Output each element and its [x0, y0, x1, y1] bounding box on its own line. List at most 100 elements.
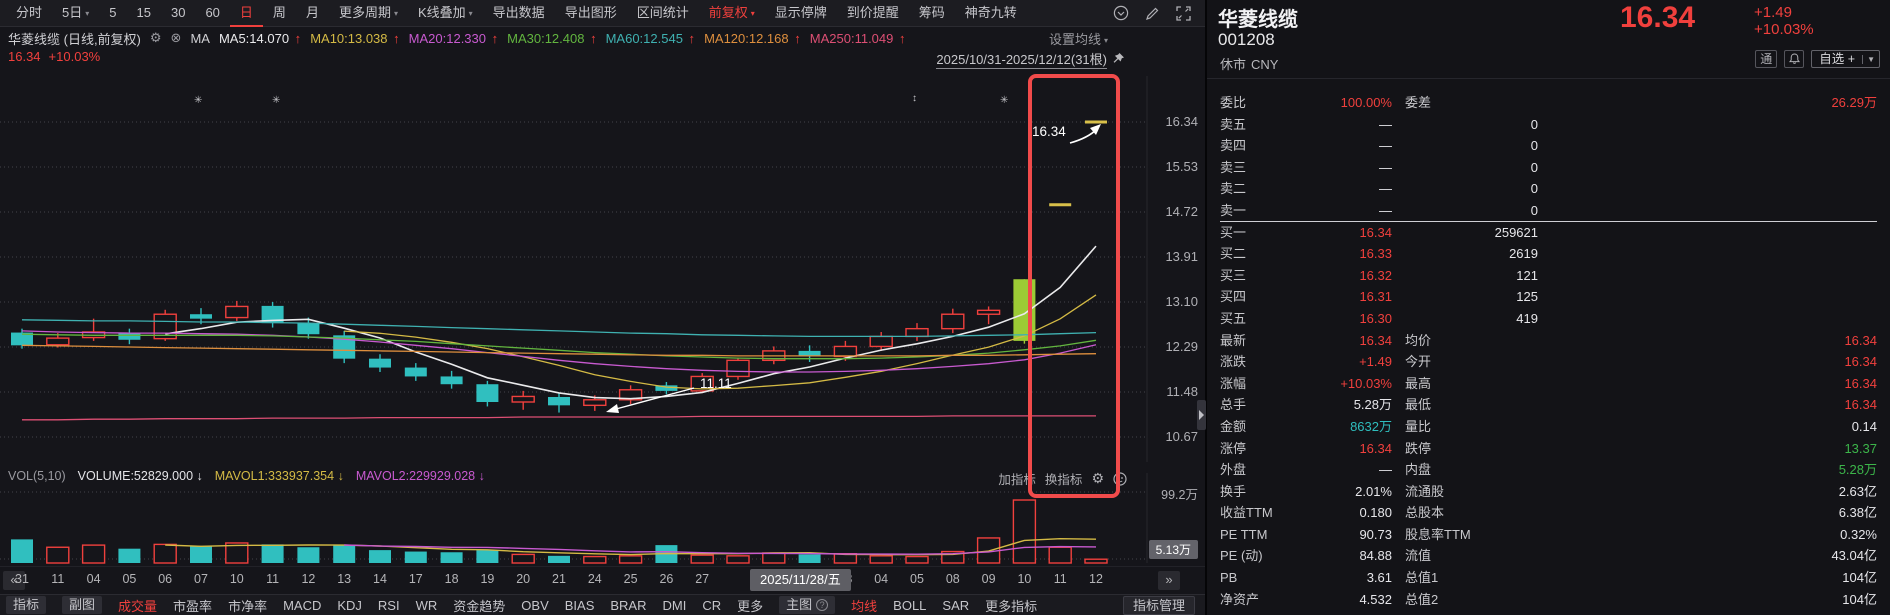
stat-row: PE (动) 84.88 流值 43.04亿 [1220, 545, 1877, 567]
order-book-row[interactable]: 买二 16.33 2619 [1220, 243, 1877, 265]
history-dropdown-icon[interactable] [1113, 5, 1129, 21]
mavol1-label: MAVOL1:333937.354 [214, 469, 335, 483]
toolbar-item-更多周期[interactable]: 更多周期 ▾ [338, 4, 398, 20]
stat-row: PB 3.61 总值1 104亿 [1220, 567, 1877, 589]
toolbar-item-5[interactable]: 5 [109, 4, 117, 20]
gear-icon[interactable]: ⚙ [149, 30, 162, 45]
order-book-row[interactable]: 卖五 — 0 [1220, 114, 1877, 136]
tab-SAR[interactable]: SAR [942, 597, 970, 613]
book-price: — [1379, 116, 1392, 132]
scroll-right-button[interactable]: » [1158, 571, 1180, 590]
toolbar-item-区间统计[interactable]: 区间统计 [636, 4, 689, 20]
tab-WR[interactable]: WR [415, 597, 438, 613]
date-range-label[interactable]: 2025/10/31-2025/12/12(31根) [936, 49, 1107, 69]
order-book-row[interactable]: 买四 16.31 125 [1220, 286, 1877, 308]
order-book-row[interactable]: 卖三 — 0 [1220, 157, 1877, 179]
alert-bell-button[interactable] [1784, 50, 1805, 68]
down-arrow-icon: ↓ [478, 469, 485, 483]
tab-BRAR[interactable]: BRAR [610, 597, 647, 613]
toolbar-item-显示停牌[interactable]: 显示停牌 [774, 4, 827, 20]
date-range[interactable]: 2025/10/31-2025/12/12(31根) [936, 49, 1125, 69]
stock-price: 16.34 [1620, 1, 1696, 34]
tab-资金趋势[interactable]: 资金趋势 [453, 598, 506, 614]
book-volume: 0 [1530, 159, 1538, 175]
up-arrow-icon: ↑ [895, 30, 906, 46]
tab-BOLL[interactable]: BOLL [893, 597, 927, 613]
indicator-manage-button[interactable]: 指标管理 [1122, 595, 1195, 615]
tab-MACD[interactable]: MACD [283, 597, 322, 613]
tab-RSI[interactable]: RSI [377, 597, 400, 613]
watchlist-dropdown[interactable]: ▼ [1862, 54, 1879, 64]
tab-市盈率[interactable]: 市盈率 [173, 598, 213, 614]
tab-BIAS[interactable]: BIAS [564, 597, 595, 613]
book-volume: 2619 [1509, 246, 1538, 262]
volume-value-label: VOLUME:52829.000 [77, 469, 194, 483]
stat-label: 委比 [1220, 95, 1247, 110]
toolbar-item-月[interactable]: 月 [305, 4, 319, 20]
tab-更多指标[interactable]: 更多指标 [985, 598, 1038, 614]
tab-DMI[interactable]: DMI [662, 597, 687, 613]
add-indicator-button[interactable]: 加指标 [998, 473, 1036, 487]
close-circle-icon[interactable]: ⊗ [170, 30, 182, 45]
toolbar-item-K线叠加[interactable]: K线叠加 ▾ [417, 4, 473, 20]
tab-主图[interactable]: 主图? [779, 596, 836, 614]
toolbar-item-导出数据[interactable]: 导出数据 [492, 4, 545, 20]
date-tick-label: 26 [659, 572, 674, 586]
draw-pencil-icon[interactable] [1145, 6, 1160, 21]
fullscreen-icon[interactable] [1176, 5, 1191, 21]
panel-collapse-handle[interactable] [1197, 400, 1206, 430]
order-book-row[interactable]: 卖一 — 0 [1220, 200, 1877, 222]
toolbar-item-30[interactable]: 30 [170, 4, 186, 20]
help-icon[interactable]: ? [816, 599, 829, 611]
quote-actions: 通 自选 + ▼ [1755, 50, 1880, 68]
candles-group [11, 120, 1107, 413]
toolbar-item-周[interactable]: 周 [272, 4, 286, 20]
order-book-row[interactable]: 买一 16.34 259621 [1220, 222, 1877, 244]
stat-label: 涨停 [1220, 440, 1247, 456]
ma-settings-button[interactable]: 设置均线 ▾ [1048, 32, 1108, 47]
toolbar-item-60[interactable]: 60 [205, 4, 220, 20]
watchlist-label[interactable]: 自选 + [1819, 52, 1856, 66]
tab-OBV[interactable]: OBV [521, 597, 549, 613]
candlestick-chart[interactable] [0, 66, 1205, 468]
date-tick-label: 18 [444, 572, 459, 586]
order-book-row[interactable]: 卖二 — 0 [1220, 178, 1877, 200]
tab-副图[interactable]: 副图 [62, 596, 103, 614]
toolbar-item-筹码[interactable]: 筹码 [918, 4, 945, 20]
tab-成交量[interactable]: 成交量 [118, 598, 158, 614]
stat-label: 内盘 [1405, 462, 1432, 478]
gear-icon[interactable]: ⚙ [1091, 470, 1104, 486]
toolbar-item-日[interactable]: 日 [229, 0, 263, 27]
order-book-row[interactable]: 买五 16.30 419 [1220, 308, 1877, 330]
tab-更多[interactable]: 更多 [737, 598, 764, 614]
stat-row: 委比 100.00% 委差 26.29万 [1220, 92, 1877, 114]
tab-指标[interactable]: 指标 [6, 596, 47, 614]
date-tick-label: 11 [51, 572, 65, 586]
toolbar-item-导出图形[interactable]: 导出图形 [564, 4, 617, 20]
date-tick-label: 31 [15, 572, 29, 586]
stat-row: 最新 16.34 均价 16.34 [1220, 330, 1877, 352]
toolbar-item-分时[interactable]: 分时 [16, 4, 43, 20]
tab-均线[interactable]: 均线 [851, 598, 878, 614]
volume-chart[interactable] [0, 468, 1205, 566]
stat-value: 16.34 [1844, 354, 1877, 370]
order-book-row[interactable]: 卖四 — 0 [1220, 135, 1877, 157]
toolbar-item-到价提醒[interactable]: 到价提醒 [846, 4, 899, 20]
help-face-icon[interactable] [1113, 471, 1127, 486]
scroll-left-button[interactable]: « [3, 571, 25, 590]
toolbar-item-5日[interactable]: 5日 ▾ [62, 4, 90, 20]
pin-icon[interactable] [1112, 52, 1125, 66]
watchlist-button[interactable]: 自选 + ▼ [1811, 50, 1880, 68]
switch-indicator-button[interactable]: 换指标 [1044, 473, 1083, 487]
toolbar-item-15[interactable]: 15 [136, 4, 151, 20]
tab-KDJ[interactable]: KDJ [337, 597, 362, 613]
date-tick-label: 17 [408, 572, 423, 586]
stat-value: 16.34 [1844, 332, 1877, 348]
tab-CR[interactable]: CR [702, 597, 722, 613]
tab-市净率[interactable]: 市净率 [228, 598, 268, 614]
toolbar-item-神奇九转[interactable]: 神奇九转 [964, 4, 1017, 20]
order-book-row[interactable]: 买三 16.32 121 [1220, 265, 1877, 287]
toolbar-item-前复权[interactable]: 前复权 ▾ [708, 4, 755, 20]
quote-table: 委比 100.00% 委差 26.29万 卖五 — 0 卖四 — 0 卖三 — 0 卖二 — 0 卖一 — 0 买一 1… [1220, 92, 1877, 610]
event-marker-icon: ↕ [912, 93, 917, 104]
